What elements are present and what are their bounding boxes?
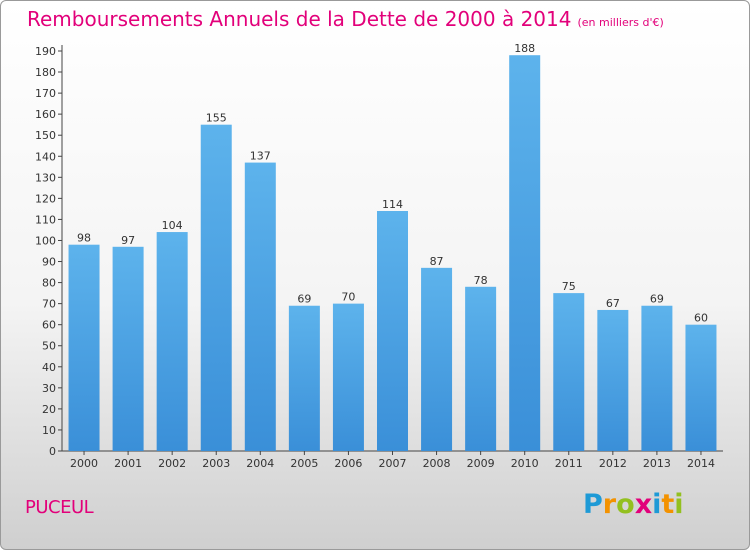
y-tick-label: 20 (42, 403, 56, 416)
data-label: 97 (121, 234, 135, 247)
bar (200, 124, 232, 452)
x-tick-label: 2007 (379, 457, 407, 470)
y-tick-label: 0 (49, 445, 56, 458)
bar (377, 211, 408, 451)
bar (156, 232, 188, 451)
bar (112, 246, 144, 451)
data-label: 98 (77, 232, 91, 245)
bar (465, 286, 497, 451)
x-tick-label: 2011 (555, 457, 583, 470)
x-tick-label: 2009 (467, 457, 495, 470)
data-label: 67 (606, 297, 620, 310)
data-label: 188 (514, 42, 535, 55)
data-label: 60 (694, 312, 708, 325)
chart-title: Remboursements Annuels de la Dette de 20… (27, 7, 664, 31)
data-label: 114 (382, 198, 403, 211)
data-label: 137 (250, 150, 271, 163)
x-tick-label: 2008 (423, 457, 451, 470)
y-tick-label: 180 (35, 66, 56, 79)
x-tick-label: 2000 (70, 457, 98, 470)
y-tick-label: 90 (42, 256, 56, 269)
x-tick-label: 2006 (334, 457, 362, 470)
logo-letter: x (634, 489, 653, 520)
x-tick-label: 2002 (158, 457, 186, 470)
bar (509, 55, 541, 452)
data-label: 69 (297, 293, 311, 306)
y-tick-label: 30 (42, 382, 56, 395)
x-tick-label: 2001 (114, 457, 142, 470)
x-tick-label: 2003 (202, 457, 230, 470)
data-label: 78 (474, 274, 488, 287)
bar (244, 162, 276, 451)
chart-title-text: Remboursements Annuels de la Dette de 20… (27, 7, 572, 31)
y-tick-label: 100 (35, 234, 56, 247)
y-tick-label: 140 (35, 150, 56, 163)
x-tick-label: 2004 (246, 457, 274, 470)
chart-subtitle: (en milliers d'€) (577, 16, 664, 29)
y-tick-label: 50 (42, 340, 56, 353)
data-label: 70 (341, 291, 355, 304)
y-tick-label: 150 (35, 129, 56, 142)
data-label: 75 (562, 280, 576, 293)
proxiti-logo: Proxiti (583, 489, 684, 520)
y-tick-label: 10 (42, 424, 56, 437)
bar (641, 305, 673, 451)
data-label: 104 (162, 219, 183, 232)
y-tick-label: 60 (42, 319, 56, 332)
y-tick-label: 80 (42, 277, 56, 290)
y-tick-label: 160 (35, 108, 56, 121)
bar (553, 293, 585, 451)
data-label: 155 (206, 112, 227, 125)
x-tick-label: 2014 (687, 457, 715, 470)
bar (421, 267, 453, 451)
logo-letter: t (661, 489, 675, 520)
x-tick-label: 2010 (511, 457, 539, 470)
logo-letter: i (652, 489, 662, 520)
bar (68, 244, 100, 451)
y-tick-label: 120 (35, 192, 56, 205)
y-tick-label: 40 (42, 361, 56, 374)
bar (332, 303, 364, 451)
y-tick-label: 170 (35, 87, 56, 100)
x-tick-label: 2005 (290, 457, 318, 470)
y-tick-label: 70 (42, 298, 56, 311)
bar (597, 309, 629, 451)
logo-letter: o (616, 489, 635, 520)
x-tick-label: 2013 (643, 457, 671, 470)
y-tick-label: 110 (35, 213, 56, 226)
data-label: 69 (650, 293, 664, 306)
bar (288, 305, 320, 451)
commune-name: PUCEUL (25, 497, 94, 518)
x-tick-label: 2012 (599, 457, 627, 470)
y-tick-label: 190 (35, 45, 56, 58)
y-tick-label: 130 (35, 171, 56, 184)
logo-letter: P (583, 489, 603, 520)
logo-letter: i (674, 489, 684, 520)
logo-letter: r (602, 489, 617, 520)
data-label: 87 (430, 255, 444, 268)
bar (685, 324, 717, 451)
